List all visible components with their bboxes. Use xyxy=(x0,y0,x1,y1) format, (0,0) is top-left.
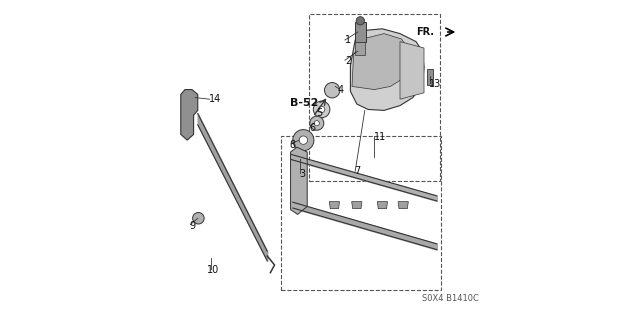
Text: 7: 7 xyxy=(355,166,361,176)
Text: FR.: FR. xyxy=(417,27,435,37)
Text: 14: 14 xyxy=(209,94,221,104)
Circle shape xyxy=(314,101,330,118)
Circle shape xyxy=(310,116,324,130)
Circle shape xyxy=(324,83,340,98)
Text: 6: 6 xyxy=(310,123,316,133)
FancyArrowPatch shape xyxy=(446,28,454,36)
Text: 3: 3 xyxy=(300,169,305,180)
Circle shape xyxy=(319,106,325,113)
Circle shape xyxy=(300,136,308,144)
Circle shape xyxy=(193,212,204,224)
Text: 10: 10 xyxy=(207,265,220,276)
Circle shape xyxy=(293,130,314,151)
Text: 8: 8 xyxy=(290,140,296,150)
Text: 11: 11 xyxy=(374,132,386,142)
Polygon shape xyxy=(352,202,362,209)
Polygon shape xyxy=(400,42,424,99)
Polygon shape xyxy=(398,202,408,209)
Polygon shape xyxy=(329,202,339,209)
Circle shape xyxy=(356,17,365,25)
Text: 4: 4 xyxy=(338,84,344,95)
Circle shape xyxy=(314,121,319,126)
Polygon shape xyxy=(181,90,198,140)
Text: B-52: B-52 xyxy=(291,98,319,108)
Polygon shape xyxy=(427,69,433,85)
Text: 9: 9 xyxy=(189,220,196,231)
Polygon shape xyxy=(291,147,307,214)
Text: S0X4 B1410C: S0X4 B1410C xyxy=(422,294,479,303)
Polygon shape xyxy=(351,29,424,110)
Text: 5: 5 xyxy=(316,108,323,118)
Text: 1: 1 xyxy=(345,35,351,45)
Polygon shape xyxy=(352,34,410,90)
Text: 2: 2 xyxy=(345,56,351,66)
Polygon shape xyxy=(355,42,365,55)
Polygon shape xyxy=(355,22,366,42)
Text: 13: 13 xyxy=(429,79,441,89)
Polygon shape xyxy=(378,202,388,209)
